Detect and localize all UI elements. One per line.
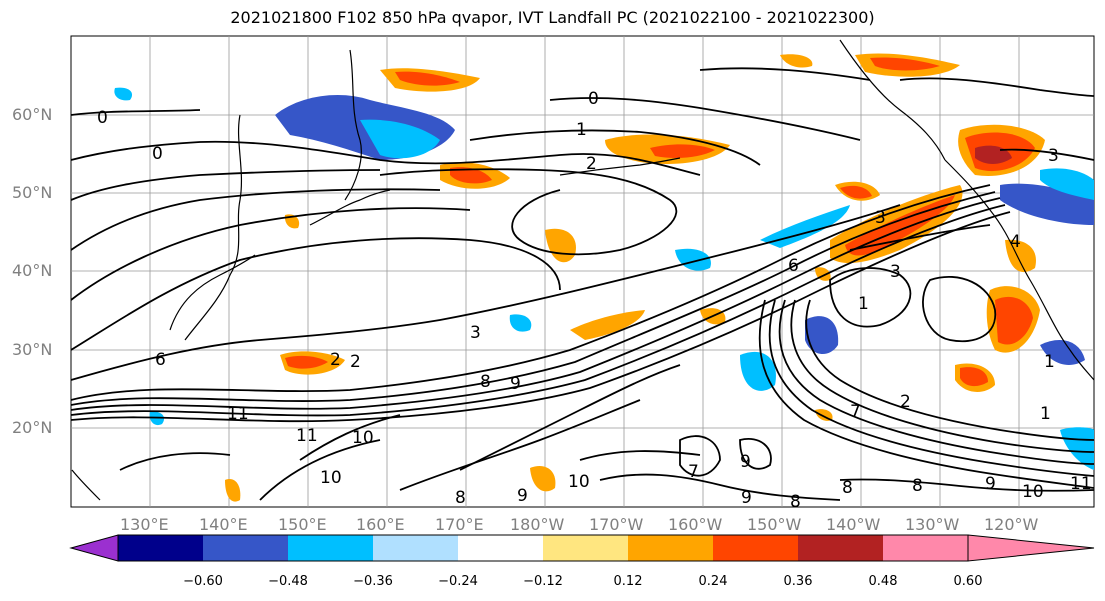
lon-label: 170°E (435, 515, 484, 534)
colorbar-bin (713, 535, 798, 561)
contour-label: 0 (588, 89, 599, 109)
colorbar-tick-label: −0.36 (353, 574, 393, 589)
lon-label: 150°E (278, 515, 327, 534)
lat-label: 50°N (12, 183, 53, 202)
map-title: 2021021800 F102 850 hPa qvapor, IVT Land… (230, 8, 875, 27)
colorbar-bin (203, 535, 288, 561)
colorbar-tick-label: 0.12 (613, 574, 643, 589)
contour-label: 8 (455, 488, 466, 508)
contour-label: 11 (227, 404, 249, 424)
contour-label: 10 (1022, 482, 1044, 502)
contour-label: 11 (1070, 474, 1092, 494)
contour-label: 1 (1044, 352, 1055, 372)
contour-label: 6 (155, 350, 166, 370)
contour-label: 8 (842, 478, 853, 498)
lon-label: 170°W (589, 515, 644, 534)
lon-label: 140°W (826, 515, 881, 534)
contour-label: 11 (296, 426, 318, 446)
colorbar-tick-label: 0.24 (698, 574, 728, 589)
contour-label: 10 (352, 428, 374, 448)
contour-label: 0 (97, 108, 108, 128)
contour-label: 3 (1048, 146, 1059, 166)
colorbar-bin (118, 535, 203, 561)
colorbar-tick-label: 0.36 (783, 574, 813, 589)
contour-label: 9 (510, 374, 521, 394)
lon-label: 120°W (984, 515, 1039, 534)
colorbar-tick-label: 0.48 (868, 574, 898, 589)
colorbar-bin (458, 535, 543, 561)
contour-label: 8 (790, 492, 801, 512)
colorbar (69, 534, 1095, 562)
contour-label: 1 (1040, 404, 1051, 424)
ivt-contours (70, 67, 1095, 501)
lon-label: 160°W (668, 515, 723, 534)
contour-label: 2 (900, 392, 911, 412)
colorbar-high-extension (967, 534, 1095, 562)
coastlines (71, 39, 1095, 501)
lat-label: 60°N (12, 105, 53, 124)
contour-label: 9 (740, 452, 751, 472)
contour-label: 4 (1010, 232, 1021, 252)
contour-label: 7 (850, 402, 861, 422)
contour-label: 3 (470, 323, 481, 343)
contour-label: 10 (568, 472, 590, 492)
colorbar-tick-label: −0.12 (523, 574, 563, 589)
contour-label: 9 (985, 474, 996, 494)
contour-label: 2 (586, 154, 597, 174)
lon-label: 160°E (356, 515, 405, 534)
lon-label: 150°W (747, 515, 802, 534)
contour-label: 1 (576, 120, 587, 140)
lon-label: 130°E (120, 515, 169, 534)
colorbar-bin (543, 535, 628, 561)
contour-label: 1 (858, 294, 869, 314)
lat-label: 30°N (12, 340, 53, 359)
colorbar-tick-label: −0.60 (183, 574, 223, 589)
colorbar-bin (798, 535, 883, 561)
contour-label: 7 (688, 462, 699, 482)
lon-label: 140°E (199, 515, 248, 534)
colorbar-bin (628, 535, 713, 561)
contour-label: 9 (517, 486, 528, 506)
colorbar-low-extension (69, 534, 119, 562)
lat-label: 40°N (12, 261, 53, 280)
contour-label: 3 (875, 208, 886, 228)
lon-label: 130°W (905, 515, 960, 534)
contour-label: 2 (330, 350, 341, 370)
contour-label: 10 (320, 468, 342, 488)
colorbar-tick-label: −0.48 (268, 574, 308, 589)
colorbar-tick-label: 0.60 (953, 574, 983, 589)
colorbar-bin (288, 535, 373, 561)
contour-label: 6 (788, 256, 799, 276)
contour-label: 8 (912, 476, 923, 496)
colorbar-tick-label: −0.24 (438, 574, 478, 589)
contour-label: 3 (890, 262, 901, 282)
contour-label: 0 (152, 144, 163, 164)
colorbar-bin (883, 535, 968, 561)
lon-label: 180°W (510, 515, 565, 534)
colorbar-bin (373, 535, 458, 561)
contour-label: 9 (741, 488, 752, 508)
contour-label: 2 (350, 352, 361, 372)
lat-label: 20°N (12, 418, 53, 437)
contour-label: 8 (480, 372, 491, 392)
